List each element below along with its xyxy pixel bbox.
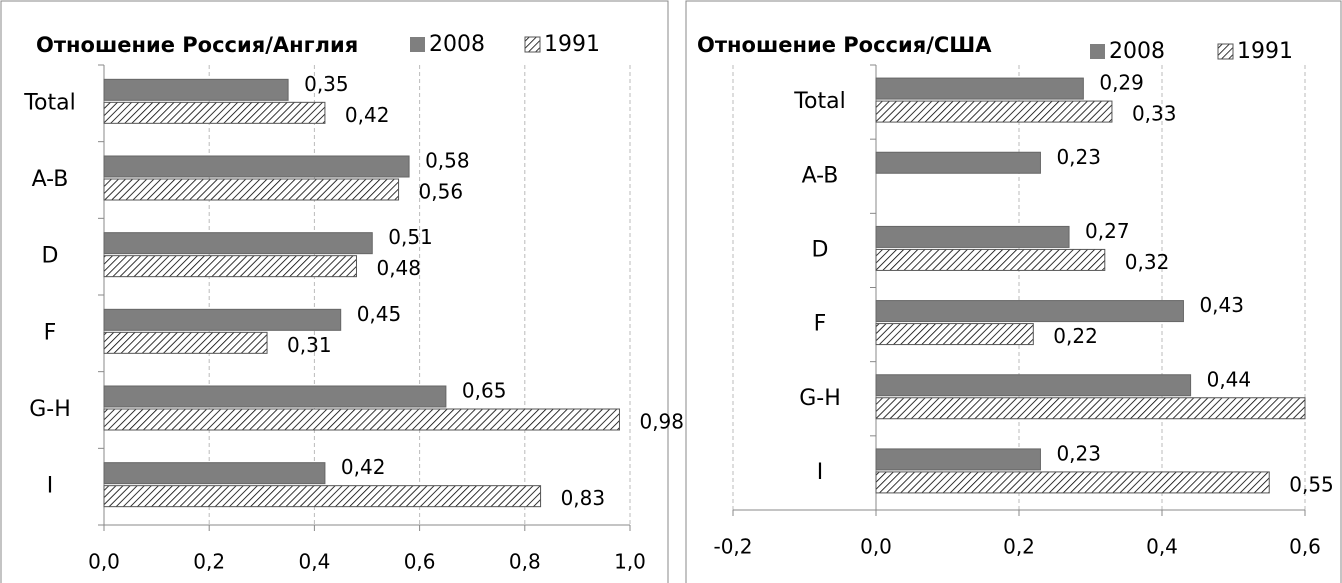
bar: [103, 385, 447, 408]
data-label: 0,35: [304, 72, 349, 96]
bar: [875, 100, 1113, 123]
chart-title: Отношение Россия/Англия: [36, 33, 358, 57]
data-label: 0,44: [1207, 367, 1252, 391]
data-label: 0,56: [419, 180, 464, 204]
legend-swatch: [524, 36, 541, 53]
y-tick-label: F: [814, 312, 827, 337]
bar: [875, 471, 1270, 494]
legend-label: 2008: [1109, 39, 1165, 64]
bar: [103, 408, 620, 431]
bar: [875, 225, 1070, 248]
data-label: 0,22: [1053, 324, 1098, 348]
y-tick-label: D: [42, 244, 59, 269]
legend-label: 1991: [544, 32, 600, 57]
data-label: 0,98: [639, 410, 684, 434]
panel-border: [685, 0, 1342, 583]
y-tick-label: D: [812, 237, 829, 262]
bar: [103, 331, 268, 354]
data-label: 0,42: [345, 103, 390, 127]
data-label: 0,65: [462, 379, 507, 403]
x-tick-label: 1,0: [614, 550, 646, 574]
x-tick-label: 0,2: [1003, 535, 1035, 559]
x-tick-label: 0,6: [1289, 535, 1321, 559]
x-tick-label: 0,8: [509, 550, 541, 574]
bar: [103, 101, 326, 124]
data-label: 0,83: [561, 486, 606, 510]
x-tick-label: 0,6: [404, 550, 436, 574]
y-tick-label: A-B: [32, 167, 69, 192]
bar: [103, 308, 342, 331]
bar: [875, 151, 1041, 174]
x-tick-label: 0,0: [88, 550, 120, 574]
data-label: 0,31: [287, 333, 332, 357]
bar: [103, 78, 289, 101]
y-tick-label: F: [44, 320, 57, 345]
bar: [875, 300, 1184, 323]
bar: [875, 374, 1192, 397]
data-label: 0,58: [425, 149, 470, 173]
bar: [103, 232, 373, 255]
y-tick-label: I: [817, 460, 824, 485]
legend-swatch: [410, 37, 425, 52]
legend-swatch: [1090, 44, 1105, 59]
data-label: 0,43: [1199, 293, 1244, 317]
bar: [875, 323, 1034, 346]
bar: [875, 448, 1041, 471]
data-label: 0,32: [1125, 250, 1170, 274]
y-tick-label: Total: [23, 90, 75, 115]
x-tick-label: 0,2: [193, 550, 225, 574]
y-tick-label: Total: [793, 89, 845, 114]
data-label: 0,45: [357, 302, 402, 326]
y-tick-label: I: [47, 474, 54, 499]
data-label: 0,42: [341, 455, 386, 479]
data-label: 0,33: [1132, 102, 1177, 126]
bar: [103, 178, 400, 201]
data-label: 0,55: [1289, 472, 1334, 496]
bar: [875, 248, 1106, 271]
x-tick-label: 0,4: [1146, 535, 1178, 559]
legend-label: 1991: [1237, 39, 1293, 64]
data-label: 0,23: [1056, 145, 1101, 169]
y-tick-label: A-B: [802, 163, 839, 188]
chart-title: Отношение Россия/США: [697, 33, 992, 57]
legend-swatch: [1217, 43, 1234, 60]
bar: [875, 77, 1084, 100]
data-label: 0,23: [1056, 441, 1101, 465]
bar: [103, 485, 542, 508]
x-tick-label: -0,2: [713, 535, 752, 559]
bar: [875, 397, 1306, 420]
data-label: 0,51: [388, 225, 433, 249]
legend-label: 2008: [429, 32, 485, 57]
bar: [103, 155, 410, 178]
y-tick-label: G-H: [799, 386, 841, 411]
y-tick-label: G-H: [29, 397, 71, 422]
panel-border: [0, 0, 669, 583]
data-label: 0,48: [376, 256, 421, 280]
bar: [103, 255, 357, 278]
x-tick-label: 0,0: [860, 535, 892, 559]
bar: [103, 462, 326, 485]
data-label: 0,29: [1099, 71, 1144, 95]
x-tick-label: 0,4: [298, 550, 330, 574]
data-label: 0,27: [1085, 219, 1130, 243]
